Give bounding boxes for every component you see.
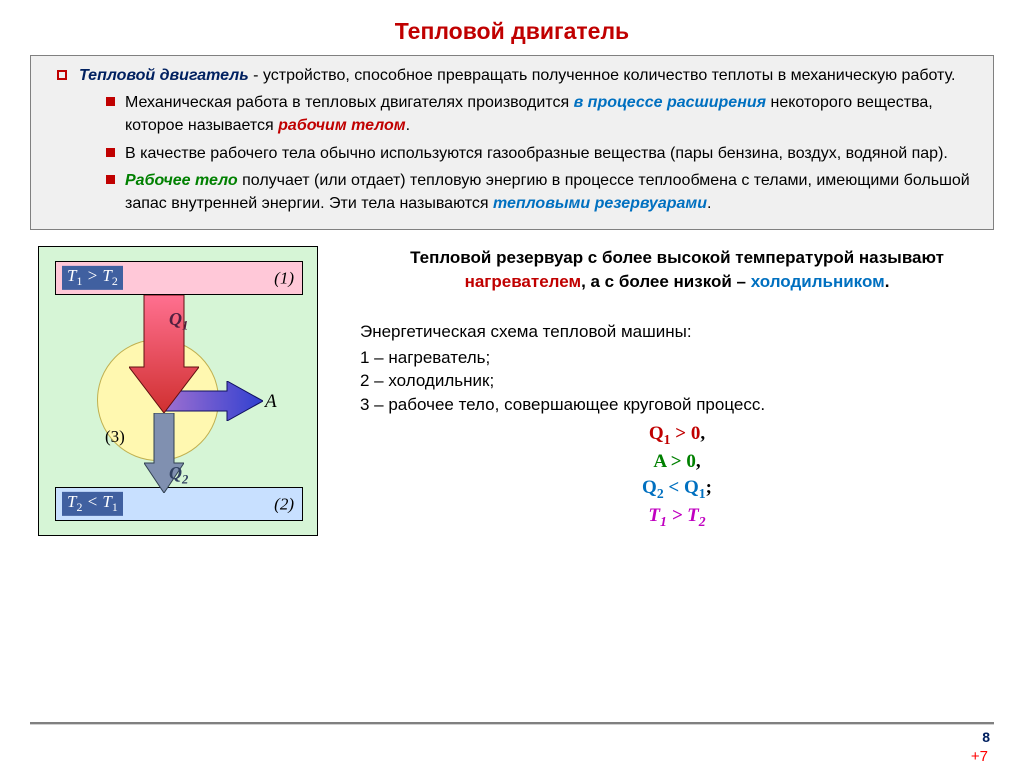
- scheme-line-3: 3 – рабочее тело, совершающее круговой п…: [360, 393, 994, 417]
- a-label: A: [265, 391, 277, 413]
- page-number: 8: [982, 729, 990, 745]
- scheme-line-1: 1 – нагреватель;: [360, 346, 994, 370]
- scheme-line-2: 2 – холодильник;: [360, 369, 994, 393]
- hollow-bullet-icon: [45, 64, 79, 87]
- footer-divider: [30, 722, 994, 725]
- solid-bullet-icon: [95, 169, 125, 215]
- plus-seven: +7: [971, 748, 988, 765]
- lead-text: Тепловой двигатель - устройство, способн…: [79, 64, 979, 87]
- energy-scheme-diagram: T1 > T2 (1) (3): [38, 246, 318, 536]
- formula-q1: Q1 > 0,: [360, 421, 994, 449]
- reservoir-text: Тепловой резервуар с более высокой темпе…: [360, 246, 994, 294]
- label-3: (3): [105, 427, 125, 447]
- lead-term: Тепловой двигатель: [79, 67, 249, 84]
- sub-item-3: Рабочее тело получает (или отдает) тепло…: [125, 169, 979, 215]
- sub-item-2: В качестве рабочего тела обычно использу…: [125, 142, 979, 165]
- heater-temp: T1 > T2: [62, 266, 123, 290]
- q1-label: Q1: [169, 309, 188, 334]
- scheme-heading: Энергетическая схема тепловой машины:: [360, 320, 994, 344]
- heater-num: (1): [274, 270, 294, 287]
- sub-item-1: Механическая работа в тепловых двигателя…: [125, 91, 979, 137]
- slide-title: Тепловой двигатель: [30, 18, 994, 45]
- solid-bullet-icon: [95, 91, 125, 137]
- cooler-num: (2): [274, 496, 294, 513]
- heater-box: T1 > T2 (1): [55, 261, 303, 295]
- formula-q2: Q2 < Q1;: [360, 475, 994, 503]
- q1-arrow-icon: [129, 295, 199, 413]
- formulas-block: Q1 > 0, A > 0, Q2 < Q1; T1 > T2: [360, 421, 994, 531]
- definition-box: Тепловой двигатель - устройство, способн…: [30, 55, 994, 230]
- solid-bullet-icon: [95, 142, 125, 165]
- formula-t: T1 > T2: [360, 503, 994, 531]
- formula-a: A > 0,: [360, 449, 994, 475]
- cooler-temp: T2 < T1: [62, 492, 123, 516]
- q2-label: Q2: [169, 463, 188, 488]
